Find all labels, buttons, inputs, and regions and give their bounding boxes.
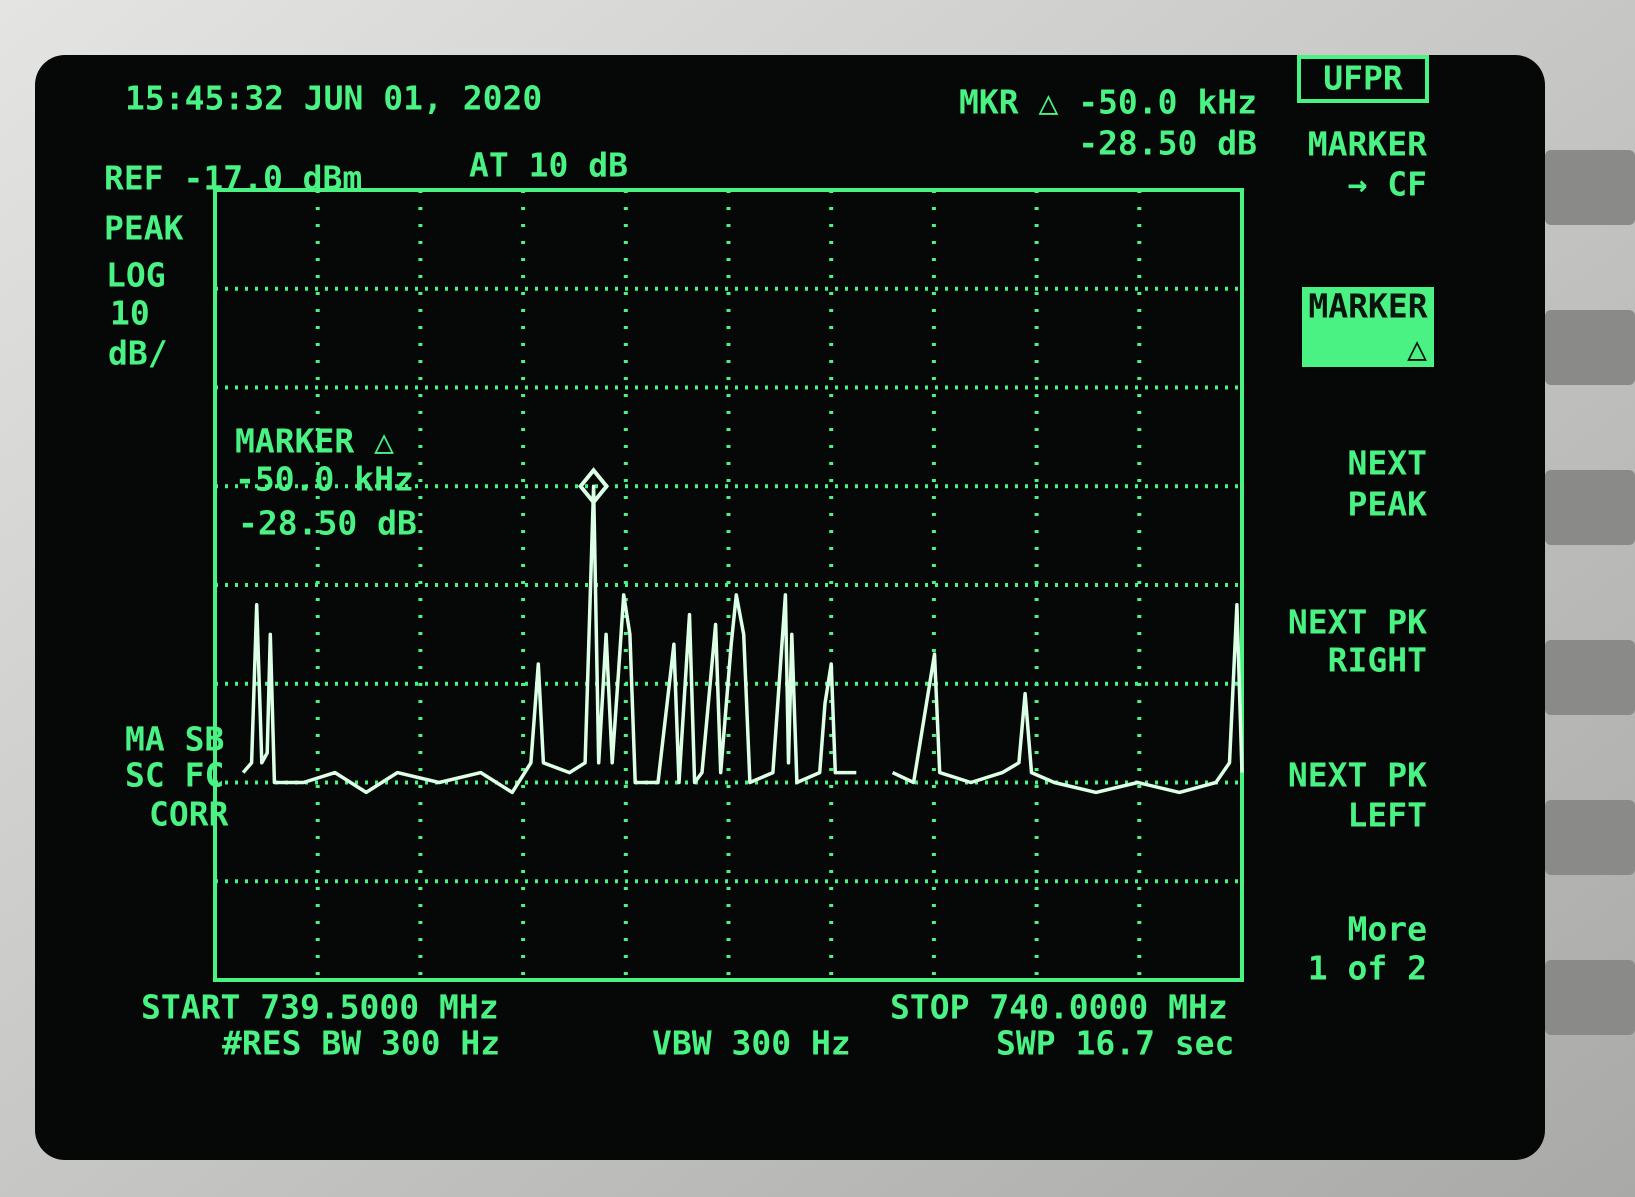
softkey[interactable]: NEXT PK	[1288, 603, 1427, 642]
screen	[35, 55, 1545, 1160]
softkey[interactable]: NEXT	[1348, 444, 1427, 483]
marker-diamond	[577, 467, 610, 506]
plot	[213, 188, 1244, 982]
marker-readout-freq: MKR △ -50.0 kHz	[959, 83, 1257, 122]
softkey[interactable]: RIGHT	[1328, 641, 1427, 680]
marker-box-text: -28.50 dB	[238, 504, 417, 543]
timestamp: 15:45:32 JUN 01, 2020	[125, 79, 542, 118]
resolution-bandwidth: #RES BW 300 Hz	[222, 1024, 500, 1063]
softkey[interactable]: PEAK	[1348, 485, 1428, 524]
softkey[interactable]: LEFT	[1348, 796, 1427, 835]
attenuation: AT 10 dB	[469, 146, 628, 185]
scale-mode: LOG	[106, 256, 166, 295]
softkey[interactable]: MARKER	[1308, 287, 1427, 326]
side-buttons	[1545, 150, 1635, 1035]
softkey[interactable]: UFPR	[1323, 59, 1403, 98]
softkey[interactable]: △	[1407, 329, 1427, 368]
softkey[interactable]: NEXT PK	[1288, 756, 1427, 795]
softkey[interactable]: 1 of 2	[1308, 949, 1427, 988]
softkey[interactable]: More	[1348, 910, 1427, 949]
start-frequency: START 739.5000 MHz	[141, 988, 499, 1027]
softkey[interactable]: MARKER	[1308, 125, 1427, 164]
stop-frequency: STOP 740.0000 MHz	[890, 988, 1228, 1027]
graticule-frame	[213, 188, 1244, 982]
video-bandwidth: VBW 300 Hz	[652, 1024, 851, 1063]
status: MA SB	[125, 720, 224, 759]
trace	[241, 484, 1244, 795]
scale-unit: dB/	[108, 334, 168, 373]
softkey[interactable]: → CF	[1348, 165, 1427, 204]
softkey-active	[1302, 287, 1434, 367]
status: SC FC	[125, 756, 224, 795]
detector: PEAK	[104, 209, 184, 248]
softkey-frame	[1297, 55, 1429, 103]
marker-readout-amp: -28.50 dB	[1078, 124, 1257, 163]
sweep-time: SWP 16.7 sec	[996, 1024, 1234, 1063]
scale-value: 10	[110, 294, 150, 333]
marker-box-text: MARKER △	[235, 422, 394, 461]
marker-box-text: -50.0 kHz	[235, 460, 414, 499]
